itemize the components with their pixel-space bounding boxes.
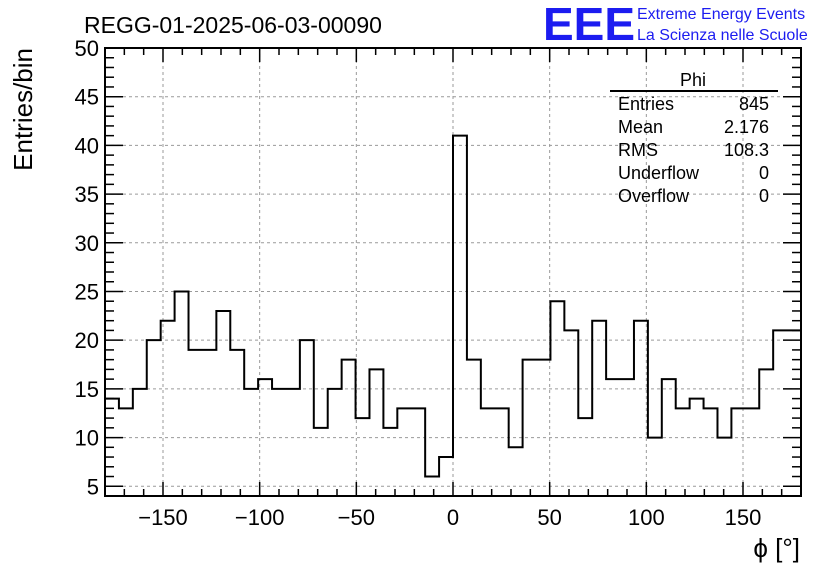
eee-logo: EEE Extreme Energy Events La Scienza nel…	[543, 0, 808, 50]
x-tick-label: 50	[537, 505, 561, 530]
histogram-line	[105, 134, 801, 478]
stats-row-value: 108.3	[724, 140, 769, 160]
chart-title: REGG-01-2025-06-03-00090	[84, 12, 382, 38]
eee-logo-line2: La Scienza nelle Scuole	[637, 27, 808, 44]
stats-row-label: Entries	[618, 94, 674, 114]
y-tick-label: 45	[75, 85, 99, 110]
stats-row: Underflow 0	[618, 163, 769, 183]
stats-row-label: Underflow	[618, 163, 700, 183]
stats-row-value: 2.176	[724, 117, 769, 137]
y-tick-label: 35	[75, 182, 99, 207]
stats-box: Phi Entries 845 Mean 2.176 RMS 108.3 Und…	[610, 70, 778, 206]
x-axis-title: ϕ [°]	[753, 533, 800, 563]
y-tick-label: 20	[75, 328, 99, 353]
y-tick-label: 5	[87, 474, 99, 499]
y-tick-label: 25	[75, 279, 99, 304]
stats-row: Overflow 0	[618, 186, 769, 206]
stats-row-label: Overflow	[618, 186, 690, 206]
y-axis-tick-labels: 5 10 15 20 25 30 35 40 45 50	[75, 36, 99, 499]
stats-box-name: Phi	[680, 70, 706, 90]
stats-row-label: RMS	[618, 140, 658, 160]
y-tick-label: 30	[75, 231, 99, 256]
stats-row: RMS 108.3	[618, 140, 769, 160]
y-tick-label: 50	[75, 36, 99, 61]
stats-row: Entries 845	[618, 94, 769, 114]
x-tick-label: 100	[628, 505, 665, 530]
y-axis-title: Entries/bin	[8, 48, 38, 171]
x-tick-label: 0	[447, 505, 459, 530]
stats-row: Mean 2.176	[618, 117, 769, 137]
x-tick-label: −100	[235, 505, 285, 530]
x-tick-label: 150	[725, 505, 762, 530]
eee-logo-line1: Extreme Energy Events	[637, 6, 805, 23]
stats-row-label: Mean	[618, 117, 663, 137]
stats-row-value: 0	[759, 163, 769, 183]
x-tick-label: −150	[138, 505, 188, 530]
x-axis-tick-labels: −150 −100 −50 0 50 100 150	[138, 505, 761, 530]
stats-row-value: 0	[759, 186, 769, 206]
x-tick-label: −50	[338, 505, 375, 530]
eee-logo-mark: EEE	[543, 0, 635, 50]
y-tick-label: 10	[75, 426, 99, 451]
axis-ticks	[104, 47, 802, 496]
y-tick-label: 15	[75, 377, 99, 402]
stats-row-value: 845	[739, 94, 769, 114]
y-tick-label: 40	[75, 133, 99, 158]
